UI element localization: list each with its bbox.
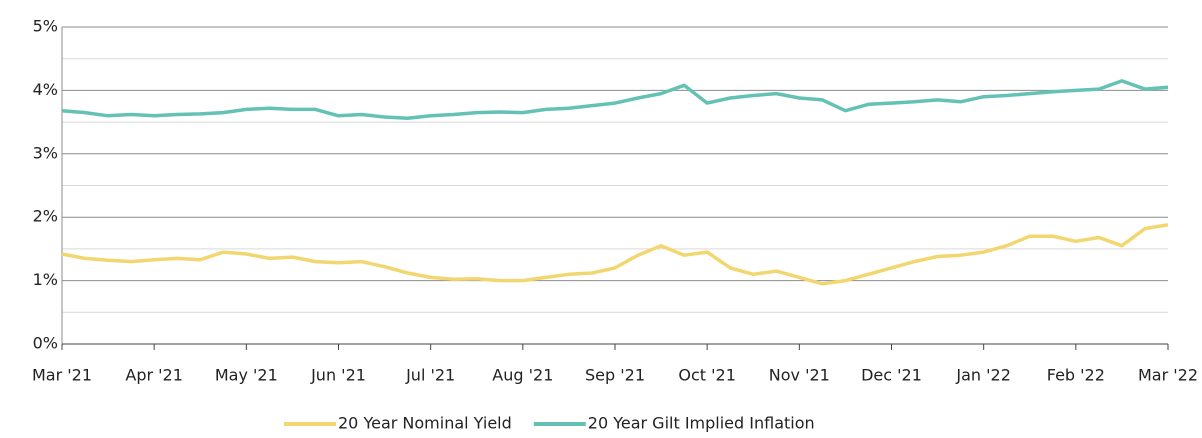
x-tick-label: Jan '22 <box>955 366 1011 385</box>
x-tick-label: Aug '21 <box>492 366 553 385</box>
x-tick-label: Jul '21 <box>405 366 455 385</box>
y-tick-label: 5% <box>33 17 58 36</box>
x-tick-label: Jun '21 <box>310 366 366 385</box>
x-tick-label: Feb '22 <box>1047 366 1105 385</box>
y-tick-label: 2% <box>33 207 58 226</box>
y-tick-label: 3% <box>33 143 58 162</box>
x-tick-label: Nov '21 <box>769 366 830 385</box>
y-tick-label: 1% <box>33 270 58 289</box>
x-tick-label: May '21 <box>215 366 278 385</box>
legend-label: 20 Year Gilt Implied Inflation <box>588 414 815 433</box>
x-tick-label: Apr '21 <box>125 366 183 385</box>
x-tick-label: Dec '21 <box>861 366 922 385</box>
x-tick-label: Mar '21 <box>32 366 92 385</box>
x-tick-label: Oct '21 <box>678 366 736 385</box>
y-tick-label: 0% <box>33 334 58 353</box>
series-line <box>61 223 1169 286</box>
legend-label: 20 Year Nominal Yield <box>338 414 512 433</box>
series-line <box>61 79 1169 121</box>
y-tick-label: 4% <box>33 80 58 99</box>
x-tick-label: Mar '22 <box>1138 366 1198 385</box>
x-tick-label: Sep '21 <box>585 366 645 385</box>
